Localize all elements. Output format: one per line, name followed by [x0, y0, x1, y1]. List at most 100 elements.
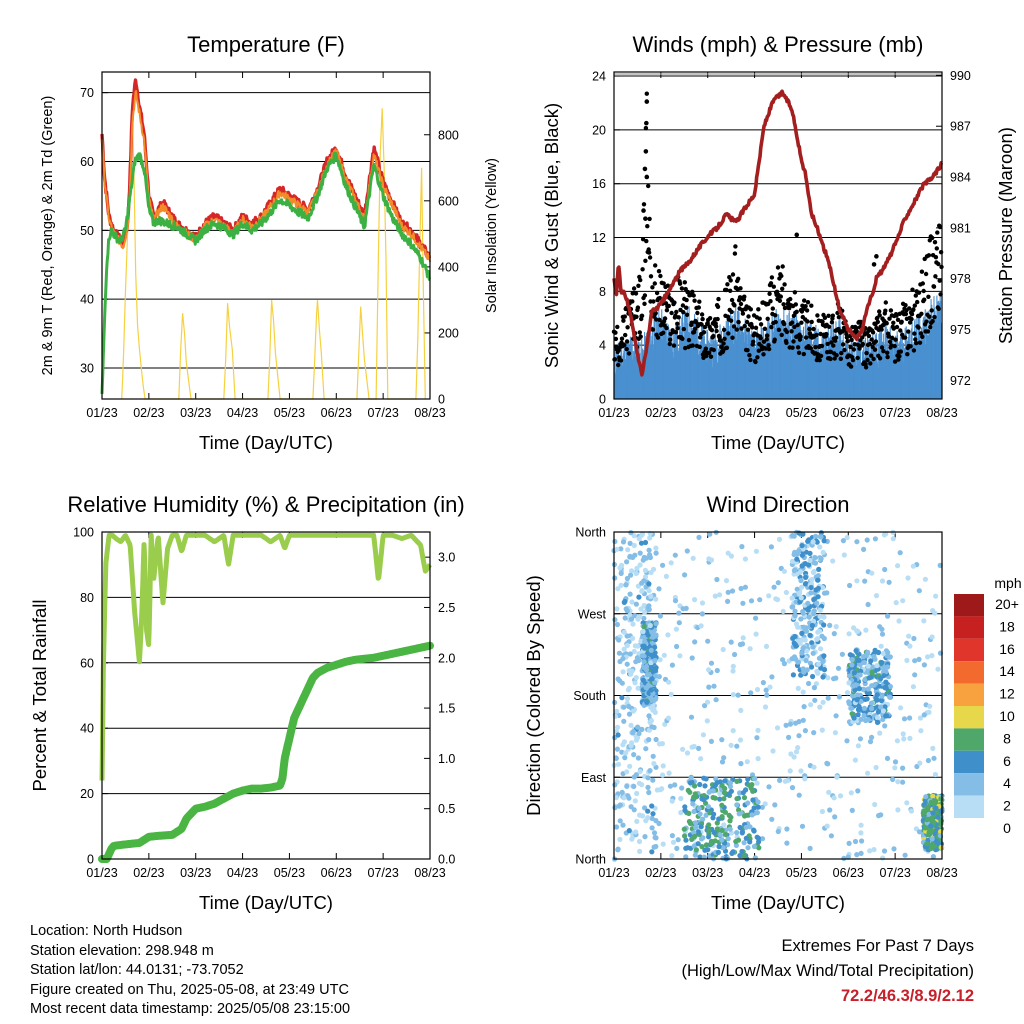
direction-point	[614, 546, 620, 552]
direction-point	[725, 598, 731, 605]
direction-point	[641, 643, 647, 649]
gust-point	[758, 336, 763, 341]
gust-point	[864, 350, 869, 356]
direction-point	[619, 680, 625, 686]
gust-point	[638, 334, 643, 339]
direction-point	[643, 685, 649, 691]
direction-point	[739, 848, 745, 855]
gust-point	[865, 357, 870, 363]
gust-point	[724, 287, 729, 293]
gust-point	[738, 301, 744, 307]
speed-legend	[954, 594, 984, 818]
direction-point	[796, 792, 802, 798]
direction-point	[921, 662, 928, 668]
direction-point	[786, 734, 792, 741]
direction-point	[813, 681, 820, 687]
direction-point	[633, 601, 640, 607]
x-tick-label: 04/23	[227, 406, 258, 420]
direction-point	[635, 616, 641, 622]
direction-point	[663, 573, 670, 580]
gust-point	[766, 346, 772, 352]
gust-point	[646, 183, 651, 189]
direction-point	[741, 853, 747, 859]
gust-point	[874, 254, 879, 259]
gust-point	[836, 315, 842, 320]
direction-point	[847, 582, 853, 589]
direction-point	[682, 807, 688, 814]
direction-point	[621, 718, 627, 724]
direction-point	[702, 783, 708, 789]
direction-point	[797, 569, 804, 575]
gust-point	[626, 351, 632, 356]
direction-point	[877, 730, 883, 736]
direction-point	[711, 811, 717, 817]
direction-point	[742, 556, 749, 562]
direction-point	[723, 578, 730, 584]
direction-point	[653, 835, 659, 841]
direction-point	[807, 632, 813, 638]
direction-point	[917, 760, 923, 766]
direction-point	[641, 634, 648, 640]
direction-point	[645, 784, 651, 791]
gust-point	[928, 324, 933, 330]
direction-point	[622, 615, 628, 621]
panel-4	[611, 529, 945, 862]
direction-point	[681, 826, 687, 832]
direction-point	[615, 732, 621, 738]
gust-point	[881, 349, 886, 354]
direction-point	[819, 808, 826, 815]
direction-point	[646, 581, 652, 587]
direction-point	[624, 633, 630, 639]
direction-point	[800, 610, 806, 616]
gust-point	[681, 326, 686, 332]
direction-point	[930, 793, 936, 799]
direction-point	[633, 772, 640, 778]
gust-point	[765, 316, 770, 321]
x-tick-label: 06/23	[321, 866, 352, 880]
direction-point	[730, 849, 736, 855]
direction-point	[647, 552, 653, 558]
plot-border	[613, 71, 943, 400]
gust-point	[929, 308, 934, 313]
direction-point	[938, 809, 944, 815]
direction-point	[623, 750, 629, 756]
direction-point	[907, 735, 913, 742]
direction-point	[747, 839, 753, 845]
direction-point	[901, 716, 908, 722]
y2-tick-label: 600	[438, 194, 459, 208]
direction-point	[649, 724, 655, 730]
direction-point	[628, 722, 634, 728]
gust-point	[644, 174, 650, 180]
direction-point	[700, 835, 706, 841]
direction-point	[719, 814, 725, 820]
direction-point	[725, 836, 731, 842]
direction-point	[825, 675, 831, 681]
direction-point	[755, 804, 761, 810]
direction-point	[699, 844, 705, 850]
gust-point	[926, 253, 932, 258]
direction-point	[815, 594, 821, 600]
gust-point	[680, 336, 685, 341]
gust-point	[794, 232, 800, 238]
direction-point	[722, 790, 728, 796]
direction-point	[626, 711, 633, 717]
direction-point	[932, 610, 938, 616]
direction-point	[844, 738, 850, 744]
direction-point	[678, 795, 684, 802]
gust-point	[879, 345, 885, 350]
gust-point	[804, 308, 810, 313]
direction-point	[815, 585, 822, 591]
direction-point	[619, 749, 625, 755]
gust-point	[937, 278, 942, 283]
gust-point	[621, 318, 626, 323]
direction-point	[707, 531, 713, 537]
direction-point	[795, 685, 801, 692]
direction-point	[732, 651, 738, 658]
direction-point	[808, 702, 814, 708]
direction-point	[872, 647, 878, 653]
direction-point	[614, 621, 621, 628]
direction-point	[797, 590, 803, 596]
direction-point	[874, 715, 881, 721]
x-tick-label: 03/23	[180, 406, 211, 420]
direction-point	[895, 807, 901, 813]
